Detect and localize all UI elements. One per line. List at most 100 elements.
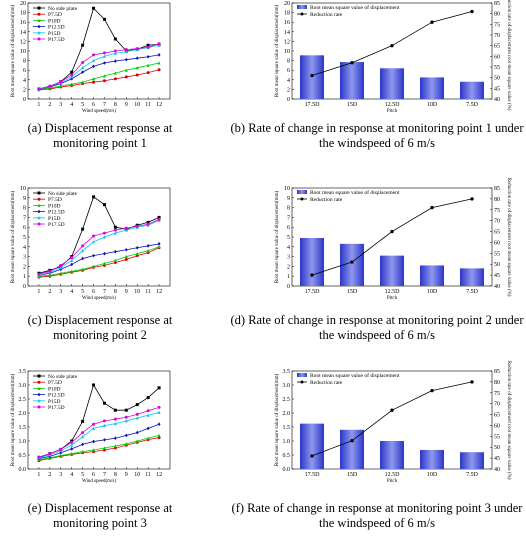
y-tick-label: 3 xyxy=(23,255,26,261)
y-tick-label: 12 xyxy=(284,39,290,45)
data-point xyxy=(124,48,128,52)
data-point xyxy=(157,42,161,46)
data-point xyxy=(81,449,85,454)
legend-label: P7.5D xyxy=(48,12,62,18)
y2-tick-label: 45 xyxy=(494,456,500,462)
x-tick-label: 5 xyxy=(81,102,84,108)
data-point xyxy=(70,440,74,444)
bar xyxy=(380,441,404,469)
y-tick-label: 16 xyxy=(20,20,26,26)
y-tick-label: 20 xyxy=(20,1,26,7)
rate-point xyxy=(470,380,474,384)
data-point xyxy=(113,408,117,412)
data-point xyxy=(113,249,117,254)
legend-marker xyxy=(37,386,41,390)
legend-marker xyxy=(37,197,41,201)
data-point xyxy=(92,58,96,63)
data-point xyxy=(92,422,96,426)
x-tick-label: 1 xyxy=(37,472,40,478)
data-point xyxy=(135,416,139,420)
y-tick-label: 7 xyxy=(23,215,26,221)
x-tick-label: 8 xyxy=(114,472,117,478)
x-tick-label: 15D xyxy=(347,472,358,478)
caption-a: (a) Displacement response at monitoring … xyxy=(0,121,200,151)
y2-axis-label: Reduction rate of displacement root mean… xyxy=(506,361,511,480)
data-point xyxy=(157,405,161,409)
series-line xyxy=(38,423,160,460)
data-point xyxy=(37,87,41,91)
x-tick-label: 2 xyxy=(48,102,51,108)
data-point xyxy=(124,226,128,230)
legend-label: Root mean square value of displacement xyxy=(310,189,400,196)
x-tick-label: 10D xyxy=(427,289,438,295)
y2-tick-label: 65 xyxy=(494,230,500,236)
y-tick-label: 0 xyxy=(23,97,26,103)
x-tick-label: 5 xyxy=(81,472,84,478)
series-line xyxy=(38,435,160,461)
y-tick-label: 2 xyxy=(287,264,290,270)
series-line xyxy=(38,246,160,277)
y2-tick-label: 65 xyxy=(494,44,500,50)
y-tick-label: 6 xyxy=(23,225,26,231)
data-point xyxy=(157,68,161,72)
legend-label: No side plate xyxy=(48,6,78,12)
y-tick-label: 2.5 xyxy=(283,397,291,403)
x-tick-label: 11 xyxy=(145,472,151,478)
data-point xyxy=(81,256,85,261)
x-tick-label: 10 xyxy=(134,102,140,108)
y-tick-label: 1.5 xyxy=(19,425,27,431)
legend-label: P10D xyxy=(48,18,61,24)
rate-point xyxy=(430,20,434,24)
series-line xyxy=(38,69,160,91)
y-tick-label: 10 xyxy=(284,49,290,55)
legend-label: P15D xyxy=(48,216,61,222)
data-point xyxy=(135,439,139,443)
series-line xyxy=(38,219,160,276)
data-point xyxy=(102,446,106,450)
series-line xyxy=(38,43,160,90)
x-tick-label: 10 xyxy=(134,289,140,295)
rate-point xyxy=(430,205,434,210)
data-point xyxy=(113,444,117,448)
y2-tick-label: 50 xyxy=(494,262,500,268)
legend-marker xyxy=(37,24,41,29)
rate-point xyxy=(390,408,394,412)
y-tick-label: 2 xyxy=(287,87,290,93)
legend-rate-marker xyxy=(300,12,304,16)
data-point xyxy=(70,70,74,74)
y2-tick-label: 60 xyxy=(494,54,500,60)
data-point xyxy=(146,43,150,47)
y-tick-label: 2.0 xyxy=(19,411,27,417)
series-line xyxy=(38,407,160,458)
x-tick-label: 6 xyxy=(92,102,95,108)
y-tick-label: 6 xyxy=(287,68,290,74)
y2-tick-label: 80 xyxy=(494,380,500,386)
y2-tick-label: 40 xyxy=(494,467,500,473)
caption-b-letter: (b) xyxy=(230,121,246,135)
chart-c: 0 1 2 3 4 5 6 7 8 9 10 1 2 3 4 5 6 7 8 9 10 11 12 Wind speed(m/… xyxy=(0,185,180,303)
data-point xyxy=(102,251,106,256)
y2-tick-label: 85 xyxy=(494,186,500,192)
legend-label: Reduction rate xyxy=(310,380,343,386)
legend-marker xyxy=(37,222,41,226)
y-tick-label: 18 xyxy=(20,11,26,17)
caption-a-text: Displacement response at monitoring poin… xyxy=(44,121,173,150)
x-tick-label: 12 xyxy=(156,289,162,295)
legend-marker xyxy=(37,399,41,403)
data-point xyxy=(102,261,106,265)
chart-e-svg: 0.00.51.01.52.02.53.03.51 2 3 4 5 6 7 8 9 10 11 12W… xyxy=(11,369,171,484)
data-point xyxy=(70,82,74,86)
x-tick-label: 7 xyxy=(103,102,106,108)
data-point xyxy=(113,258,117,263)
y-tick-label: 4 xyxy=(23,78,26,84)
y2-tick-label: 55 xyxy=(494,251,500,257)
data-point xyxy=(102,54,106,58)
x-tick-label: 3 xyxy=(59,289,62,295)
legend-marker xyxy=(37,380,41,384)
bar xyxy=(460,81,484,99)
rate-point xyxy=(430,388,434,393)
data-point xyxy=(124,49,128,53)
legend-rate-marker xyxy=(300,380,304,384)
y-tick-label: 2.5 xyxy=(19,397,27,403)
data-point xyxy=(102,401,106,405)
